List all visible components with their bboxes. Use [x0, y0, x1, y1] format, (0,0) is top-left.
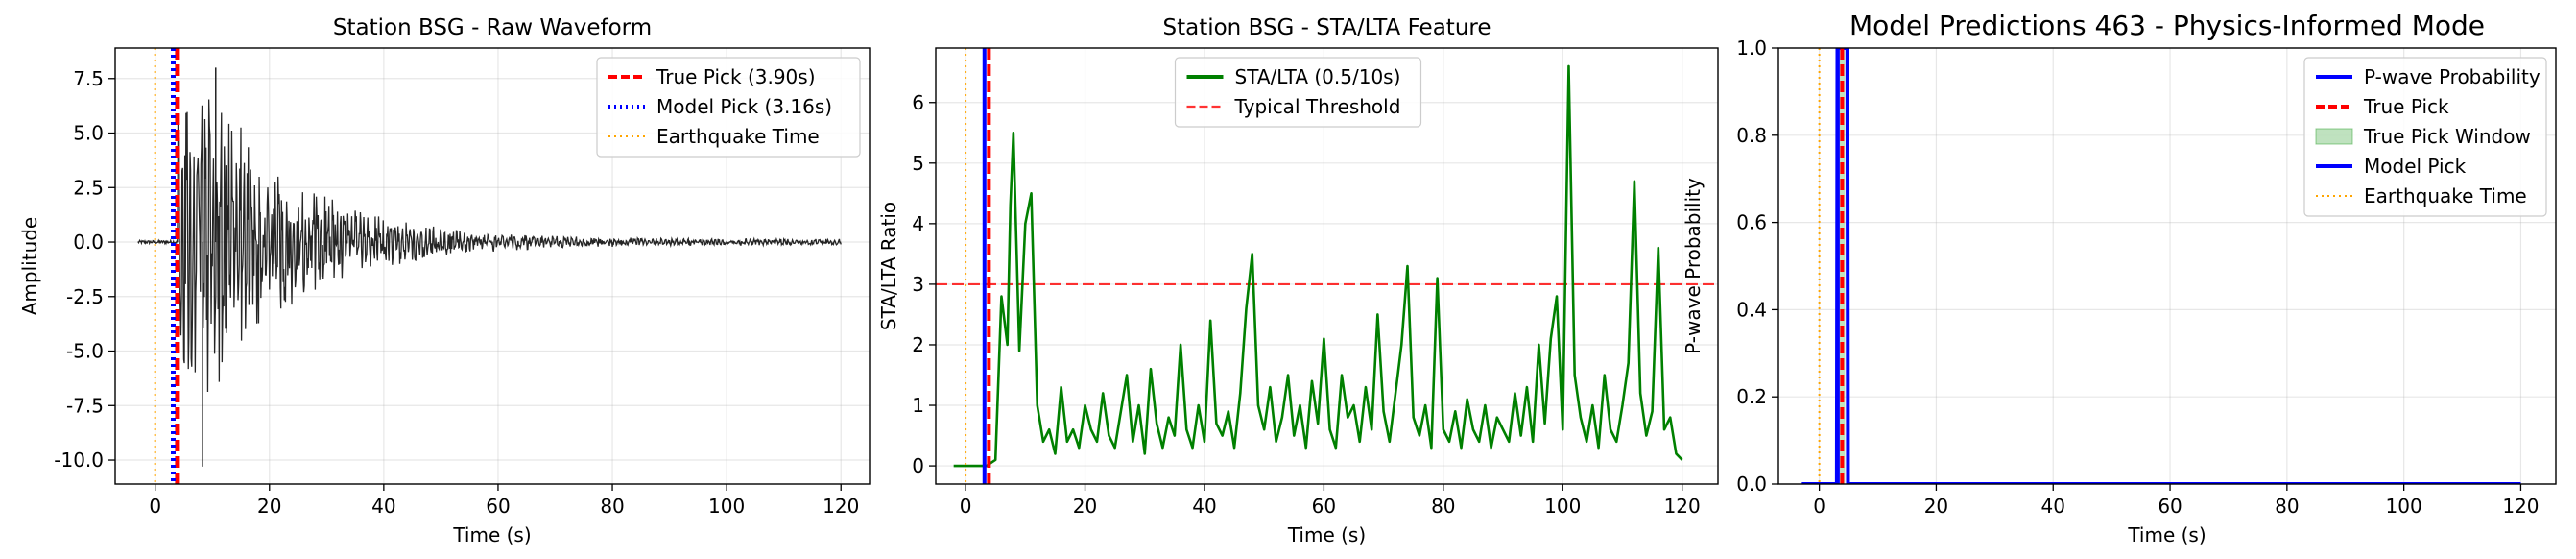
x-tick-label: 60	[1312, 495, 1336, 518]
plot-area	[1801, 48, 2521, 484]
x-tick-label: 0	[149, 495, 161, 518]
legend-label: Earthquake Time	[2364, 184, 2527, 207]
y-tick-label: 1	[912, 394, 924, 417]
y-tick-label: 5	[912, 152, 924, 175]
y-tick-label: 6	[912, 91, 924, 114]
x-tick-label: 120	[2502, 495, 2539, 518]
legend-item: Earthquake Time	[608, 125, 820, 148]
legend-item: Earthquake Time	[2316, 184, 2527, 207]
y-tick-label: 3	[912, 273, 924, 296]
y-axis-label: Amplitude	[18, 217, 41, 316]
legend-item: STA/LTA (0.5/10s)	[1186, 65, 1401, 88]
x-tick-label: 100	[1544, 495, 1581, 518]
y-tick-label: 1.0	[1736, 36, 1767, 60]
y-tick-label: 0.0	[73, 231, 104, 254]
y-axis-label: STA/LTA Ratio	[877, 202, 900, 330]
y-tick-label: -5.0	[66, 340, 104, 363]
x-tick-label: 0	[960, 495, 972, 518]
plot-area	[137, 48, 842, 484]
y-tick-label: 0	[912, 454, 924, 477]
sta-lta-panel: 0 20 40 60 80 100 120 0 1 2 3 4 5 6 Station BSG - STA/…	[877, 15, 1719, 547]
x-tick-label: 80	[2275, 495, 2299, 518]
waveform-panel: 0 20 40 60 80 100 120 -10.0 -7.5 -5.0 -2.5 0.0 2.5 5.…	[18, 15, 871, 547]
legend-item: P-wave Probability	[2316, 65, 2540, 88]
legend-label: True Pick	[2363, 95, 2449, 118]
legend-item: Model Pick (3.16s)	[608, 95, 832, 118]
chart-title: Model Predictions 463 - Physics-Informed…	[1849, 10, 2485, 41]
legend-item: True Pick (3.90s)	[608, 65, 816, 88]
x-tick-label: 100	[2386, 495, 2422, 518]
axes-frame	[114, 47, 871, 485]
x-tick-label: 80	[1431, 495, 1455, 518]
x-axis-label: Time (s)	[452, 523, 531, 547]
plot-area	[936, 48, 1718, 484]
y-tick-label: 4	[912, 212, 924, 235]
legend-item: True Pick	[2316, 95, 2449, 118]
x-axis-label: Time (s)	[2127, 523, 2206, 547]
chart-title: Station BSG - STA/LTA Feature	[1162, 15, 1491, 40]
axes-frame	[1777, 47, 2557, 485]
legend-item: True Pick Window	[2315, 125, 2531, 148]
legend: True Pick (3.90s) Model Pick (3.16s) Earth…	[596, 57, 861, 158]
legend-swatch	[2315, 128, 2353, 145]
x-tick-label: 40	[1192, 495, 1216, 518]
legend-label: True Pick Window	[2363, 125, 2531, 148]
legend-box	[596, 57, 861, 158]
legend-label: True Pick (3.90s)	[656, 65, 816, 88]
y-tick-label: -10.0	[54, 449, 104, 472]
legend-label: Typical Threshold	[1234, 95, 1401, 118]
legend-label: Earthquake Time	[656, 125, 820, 148]
x-tick-label: 40	[2041, 495, 2065, 518]
y-tick-label: -7.5	[66, 394, 104, 417]
y-tick-label: -2.5	[66, 285, 104, 308]
x-tick-label: 20	[257, 495, 281, 518]
legend-item: Typical Threshold	[1186, 95, 1401, 118]
y-tick-label: 2	[912, 333, 924, 356]
y-tick-label: 7.5	[73, 67, 104, 90]
legend-item: Model Pick	[2316, 155, 2467, 178]
legend-label: Model Pick (3.16s)	[656, 95, 832, 118]
x-tick-label: 0	[1813, 495, 1825, 518]
x-tick-label: 20	[1073, 495, 1097, 518]
y-tick-label: 0.0	[1736, 473, 1767, 496]
x-tick-label: 120	[823, 495, 859, 518]
axes-frame	[935, 47, 1719, 485]
legend: STA/LTA (0.5/10s) Typical Threshold	[1174, 57, 1422, 128]
legend-box	[1174, 57, 1422, 128]
x-tick-label: 60	[486, 495, 510, 518]
x-tick-label: 20	[1924, 495, 1948, 518]
legend-label: P-wave Probability	[2364, 65, 2540, 88]
x-tick-label: 120	[1664, 495, 1701, 518]
x-tick-label: 100	[708, 495, 745, 518]
chart-title: Station BSG - Raw Waveform	[333, 15, 652, 40]
y-tick-label: 0.4	[1736, 298, 1767, 321]
sta-lta-line	[953, 64, 1683, 468]
y-axis-label: P-wave Probability	[1682, 178, 1705, 354]
x-tick-label: 80	[600, 495, 624, 518]
y-tick-label: 5.0	[73, 122, 104, 145]
x-tick-label: 40	[371, 495, 395, 518]
y-tick-label: 0.2	[1736, 385, 1767, 408]
legend-box	[2303, 57, 2547, 217]
x-axis-label: Time (s)	[1287, 523, 1366, 547]
prediction-panel: 0 20 40 60 80 100 120 0.0 0.2 0.4 0.6 0.8 1.0 Model P…	[1682, 10, 2557, 547]
y-tick-label: 0.6	[1736, 211, 1767, 234]
x-tick-label: 60	[2158, 495, 2182, 518]
legend-label: Model Pick	[2364, 155, 2467, 178]
y-tick-label: 0.8	[1736, 124, 1767, 147]
legend-label: STA/LTA (0.5/10s)	[1235, 65, 1401, 88]
waveform-line	[137, 99, 842, 393]
y-tick-label: 2.5	[73, 176, 104, 199]
legend: P-wave Probability True Pick True Pick Win…	[2303, 57, 2547, 217]
